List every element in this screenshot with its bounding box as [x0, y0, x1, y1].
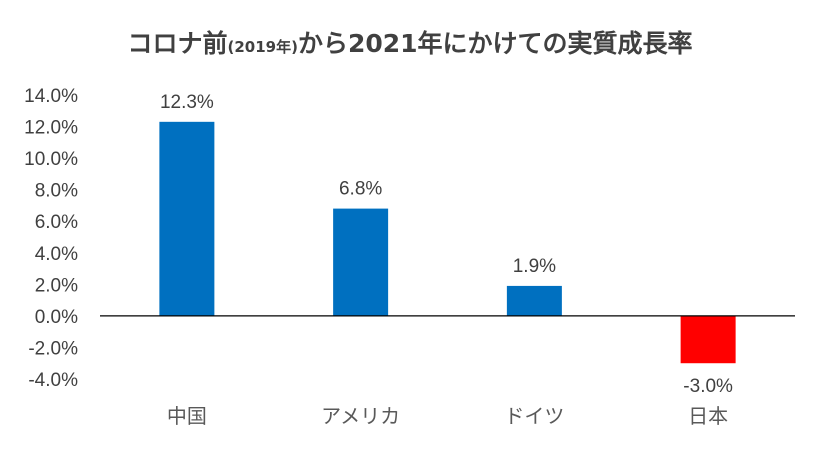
x-axis-categories: 中国 アメリカ ドイツ 日本	[167, 404, 728, 428]
chart-title: コロナ前(2019年)から2021年にかけての実質成長率	[127, 29, 692, 58]
category-label: ドイツ	[504, 404, 564, 428]
y-tick-label: 10.0%	[24, 149, 78, 170]
y-axis-ticks: 14.0% 12.0% 10.0% 8.0% 6.0% 4.0% 2.0% 0.0% -2.0%…	[24, 86, 78, 391]
data-label: 6.8%	[339, 179, 382, 200]
y-tick-label: 12.0%	[24, 118, 78, 139]
y-tick-label: 2.0%	[35, 275, 78, 296]
y-tick-label: 4.0%	[35, 244, 78, 265]
category-label: 日本	[688, 404, 728, 428]
bars	[159, 121, 736, 364]
category-label: アメリカ	[321, 404, 400, 428]
chart-title-part2: (2019年)	[227, 38, 297, 56]
y-tick-label: -4.0%	[28, 370, 78, 391]
bar	[506, 285, 562, 316]
bar	[159, 121, 215, 316]
bar	[680, 315, 736, 364]
bar	[333, 208, 389, 316]
data-label: 12.3%	[160, 92, 214, 113]
category-label: 中国	[167, 404, 207, 428]
y-tick-label: 6.0%	[35, 212, 78, 233]
y-tick-label: 0.0%	[35, 307, 78, 328]
data-label: -3.0%	[683, 376, 733, 397]
chart-title-part1: コロナ前	[127, 29, 227, 58]
y-tick-label: 8.0%	[35, 181, 78, 202]
y-tick-label: 14.0%	[24, 86, 78, 107]
chart-title-part3: から2021年にかけての実質成長率	[298, 29, 693, 58]
data-label: 1.9%	[513, 256, 556, 277]
y-tick-label: -2.0%	[28, 338, 78, 359]
data-labels: 12.3% 6.8% 1.9% -3.0%	[160, 92, 733, 397]
